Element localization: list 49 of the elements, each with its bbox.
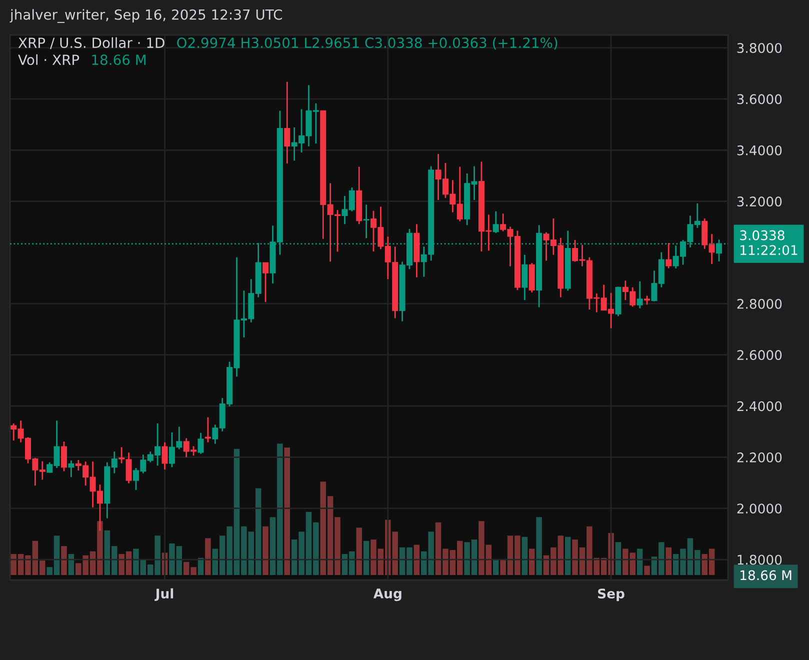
- chart-title: XRP / U.S. Dollar · 1D: [18, 37, 164, 50]
- candlestick: [666, 242, 672, 270]
- bar: [205, 538, 211, 575]
- candlestick: [284, 81, 290, 164]
- chart-subtitle: O2.9974 H3.0501 L2.9651 C3.0338 +0.0363 (+1.21%): [177, 37, 558, 50]
- bar: [356, 528, 362, 575]
- y-tick-label: 1.8000: [738, 554, 782, 565]
- y-tick-label: 2.4000: [737, 401, 782, 412]
- y-tick-label: 3.4000: [737, 145, 782, 156]
- bar: [414, 544, 420, 575]
- ref-line-label: 3.0338 11:22:01: [740, 230, 798, 256]
- bar: [528, 548, 535, 575]
- bar: [61, 546, 67, 575]
- candlestick: [420, 246, 427, 278]
- x-tick-label: Aug: [373, 588, 402, 602]
- y-tick-label: 2.2000: [737, 452, 782, 462]
- candlestick: [198, 432, 204, 455]
- y-tick-label: 3.6000: [737, 94, 782, 104]
- bar: [615, 542, 622, 575]
- candlestick: [60, 440, 67, 472]
- bar: [636, 548, 643, 575]
- y-tick-label: 2.0000: [737, 504, 782, 514]
- y-tick-label: 3.2000: [737, 196, 782, 207]
- bar: [666, 547, 672, 575]
- text: jhalver_writer, Sep 16, 2025 12:37 UTC: [10, 9, 282, 23]
- bar: [522, 536, 528, 575]
- bar: [564, 536, 571, 575]
- y-tick-label: 3.8000: [737, 43, 782, 53]
- x-tick-label: Sep: [598, 588, 624, 602]
- bar: [363, 540, 370, 575]
- y-tick-label: 2.6000: [737, 350, 782, 360]
- bar: [284, 448, 290, 575]
- candlestick: [363, 204, 370, 239]
- bar: [492, 559, 499, 575]
- candlestick: [262, 262, 269, 303]
- annotation: 18.66 M: [92, 54, 146, 66]
- bar: [68, 554, 74, 575]
- x-tick-label: Jul: [154, 588, 174, 601]
- y-tick-label: 2.8000: [737, 298, 782, 309]
- bar: [536, 517, 542, 575]
- text: 18.66 M: [740, 570, 792, 580]
- candlestick: [522, 254, 528, 301]
- bar: [644, 566, 650, 575]
- chart-title: Vol · XRP: [18, 54, 80, 66]
- candlestick: [636, 280, 643, 309]
- bar: [262, 526, 268, 575]
- candlestick: [492, 210, 499, 234]
- candlestick: [68, 460, 74, 478]
- candlestick: [162, 442, 168, 470]
